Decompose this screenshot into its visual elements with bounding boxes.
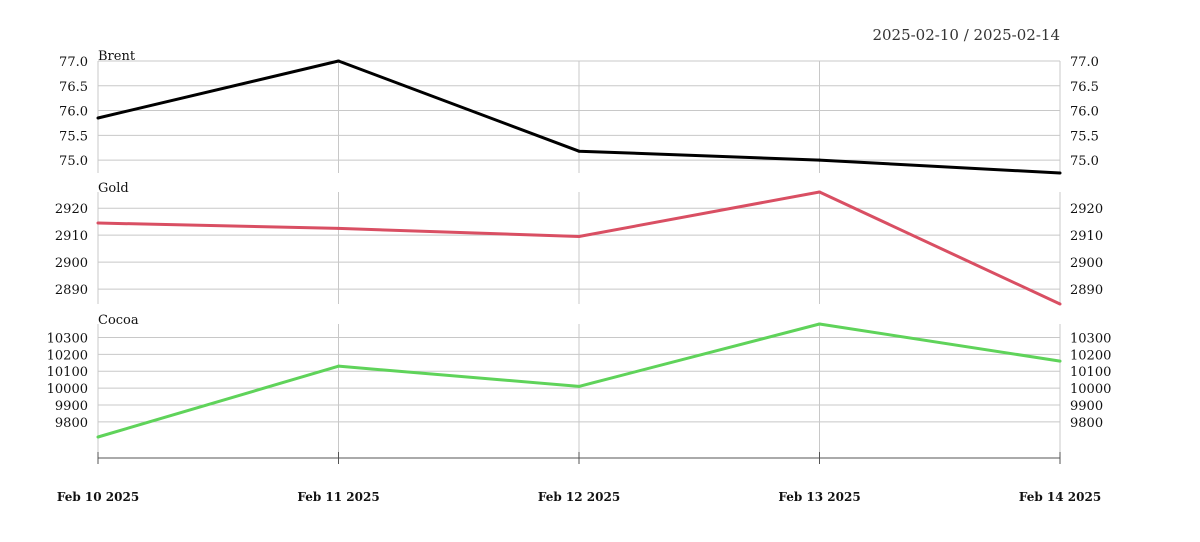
panel-title: Cocoa <box>98 313 139 328</box>
data-point <box>337 226 340 230</box>
y-tick-label-left: 10000 <box>47 382 88 397</box>
y-tick-label-left: 10300 <box>47 331 88 346</box>
x-tick-label: Feb 12 2025 <box>538 490 620 504</box>
y-tick-label-left: 2910 <box>55 229 88 244</box>
panel-cocoa: 9800 9800 9900 9900 10000 10000 10100 10100 1020… <box>47 313 1111 452</box>
y-tick-label-right: 2920 <box>1070 202 1103 217</box>
chart-panels: 75.0 75.0 75.5 75.5 76.0 76.0 76.5 76.5 77.0 77.0… <box>47 49 1111 452</box>
panel-gold: 2890 2890 2900 2900 2910 2910 2920 2920 Gold <box>55 181 1103 306</box>
panel-title: Brent <box>98 49 136 64</box>
y-tick-label-right: 75.5 <box>1070 129 1099 144</box>
y-tick-label-right: 2910 <box>1070 229 1103 244</box>
y-tick-label-right: 75.0 <box>1070 154 1099 169</box>
y-tick-label-left: 10200 <box>47 348 88 363</box>
y-tick-label-left: 77.0 <box>59 55 88 70</box>
data-point <box>337 364 340 368</box>
x-tick-label: Feb 13 2025 <box>778 490 860 504</box>
data-point <box>577 149 581 153</box>
y-tick-label-right: 9800 <box>1070 416 1103 431</box>
x-tick-label: Feb 14 2025 <box>1019 490 1101 504</box>
y-tick-label-left: 2890 <box>55 283 88 298</box>
x-axis: Feb 10 2025 Feb 11 2025 Feb 12 2025 Feb 13 … <box>57 452 1101 504</box>
x-tick-label: Feb 11 2025 <box>297 490 379 504</box>
y-tick-label-right: 76.5 <box>1070 80 1099 95</box>
y-tick-label-left: 9800 <box>55 416 88 431</box>
y-tick-label-right: 76.0 <box>1070 105 1099 120</box>
y-tick-label-left: 9900 <box>55 399 88 414</box>
data-point <box>96 435 100 439</box>
y-tick-label-left: 2920 <box>55 202 88 217</box>
panel-brent: 75.0 75.0 75.5 75.5 76.0 76.0 76.5 76.5 77.0 77.0… <box>59 49 1099 175</box>
data-point <box>818 190 821 194</box>
y-tick-label-right: 9900 <box>1070 399 1103 414</box>
y-tick-label-right: 10100 <box>1070 365 1111 380</box>
y-tick-label-left: 76.0 <box>59 105 88 120</box>
data-point <box>96 221 100 225</box>
y-tick-label-right: 10200 <box>1070 348 1111 363</box>
date-range-label: 2025-02-10 / 2025-02-14 <box>872 26 1060 44</box>
y-tick-label-left: 76.5 <box>59 80 88 95</box>
data-point <box>818 158 821 162</box>
data-point <box>1058 359 1062 363</box>
y-tick-label-right: 2900 <box>1070 256 1103 271</box>
data-point <box>577 235 581 239</box>
y-tick-label-left: 10100 <box>47 365 88 380</box>
y-tick-label-right: 10000 <box>1070 382 1111 397</box>
y-tick-label-right: 10300 <box>1070 331 1111 346</box>
y-tick-label-right: 2890 <box>1070 283 1103 298</box>
data-point <box>577 384 581 388</box>
y-tick-label-left: 75.5 <box>59 129 88 144</box>
x-tick-label: Feb 10 2025 <box>57 490 139 504</box>
data-point <box>337 59 340 63</box>
data-point <box>1058 171 1062 175</box>
y-tick-label-left: 2900 <box>55 256 88 271</box>
y-tick-label-left: 75.0 <box>59 154 88 169</box>
data-point <box>96 116 100 120</box>
y-tick-label-right: 77.0 <box>1070 55 1099 70</box>
panel-title: Gold <box>98 181 129 196</box>
data-point <box>818 322 821 326</box>
data-point <box>1058 302 1062 306</box>
